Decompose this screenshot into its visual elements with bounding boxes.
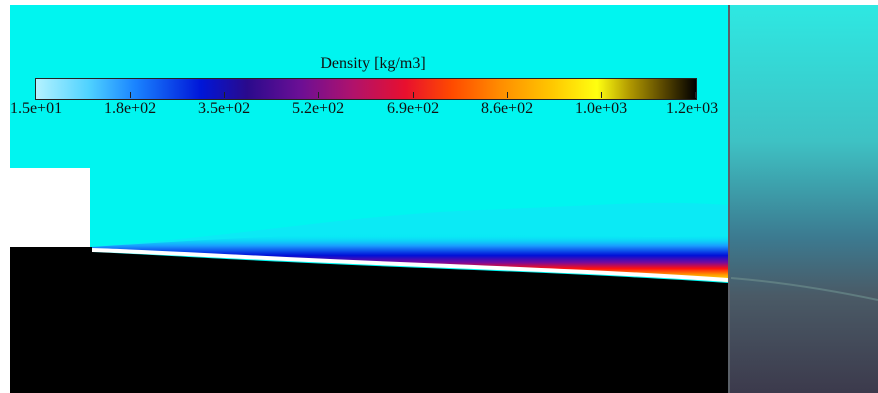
- side-panel: [728, 5, 878, 393]
- colorbar: [35, 78, 697, 100]
- colorbar-tick-label: 5.2e+02: [291, 100, 345, 117]
- colorbar-tick-label: 1.0e+03: [574, 100, 628, 117]
- step-region: [10, 168, 90, 247]
- colorbar-title: Density [kg/m3]: [320, 55, 426, 72]
- colorbar-tick-label: 1.2e+03: [665, 100, 719, 117]
- colorbar-tickmark: [35, 92, 36, 98]
- interface-line: [91, 248, 729, 282]
- colorbar-tick-label: 1.5e+01: [9, 100, 63, 117]
- colorbar-tick-label: 3.5e+02: [197, 100, 251, 117]
- colorbar-tickmark: [413, 92, 414, 98]
- colorbar-tickmark: [601, 92, 602, 98]
- colorbar-tickmark: [695, 92, 696, 98]
- colorbar-tickmark: [318, 92, 319, 98]
- colorbar-tick-label: 1.8e+02: [103, 100, 157, 117]
- colorbar-tick-label: 8.6e+02: [480, 100, 534, 117]
- side-panel-interface: [730, 277, 878, 301]
- colorbar-tick-label: 6.9e+02: [386, 100, 440, 117]
- solid-region: [10, 247, 728, 393]
- colorbar-tickmark: [130, 92, 131, 98]
- colorbar-tickmark: [224, 92, 225, 98]
- colorbar-tickmark: [507, 92, 508, 98]
